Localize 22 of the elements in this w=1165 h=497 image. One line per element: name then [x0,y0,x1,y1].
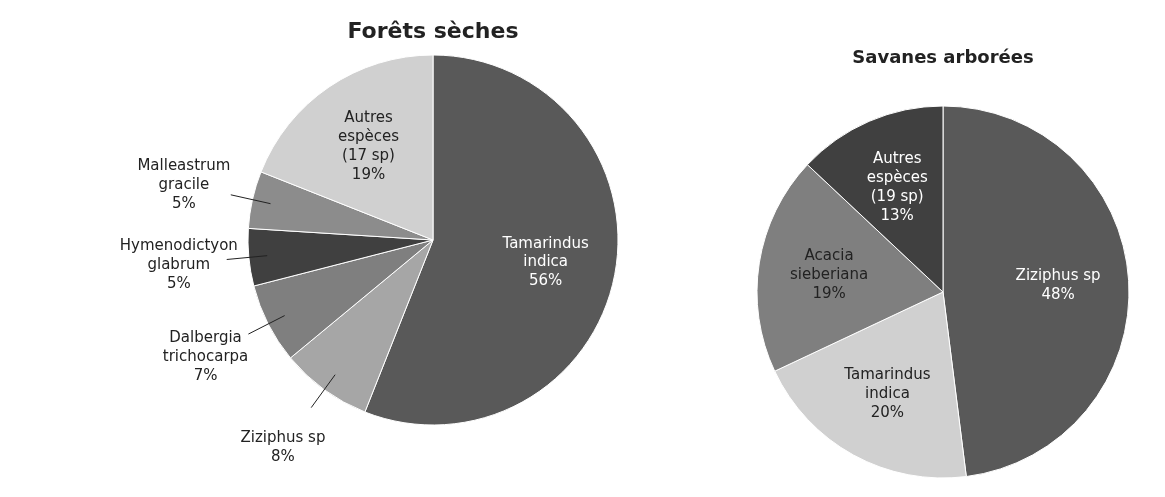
data-label: 5% [171,194,196,213]
slice-label: Ziziphus sp [240,428,326,447]
slice-label: Ziziphus sp [1015,266,1101,285]
data-label: 19% [812,283,846,302]
data-label: 8% [271,447,295,466]
slice-label: Hymenodictyon glabrum [119,236,238,274]
slice-label: Autres espèces (17 sp) [337,107,400,164]
slice-label: Acacia sieberiana [790,245,869,283]
slice-label: Tamarindus indica [843,365,931,403]
slice-label: Malleastrum gracile [137,156,231,194]
data-label: 48% [1041,285,1075,304]
chart-title: Forêts sèches [347,18,519,43]
slice-label: Tamarindus indica [501,233,590,271]
data-label: 13% [880,205,914,224]
slice-label: Dalbergia trichocarpa [162,327,249,365]
data-label: 7% [193,365,218,384]
chart-title: Savanes arborées [852,46,1034,67]
data-label: 20% [870,403,905,422]
slice-label: Autres espèces (19 sp) [866,148,928,205]
data-label: 5% [166,274,191,293]
data-label: 56% [529,271,563,290]
data-label: 19% [351,164,386,183]
